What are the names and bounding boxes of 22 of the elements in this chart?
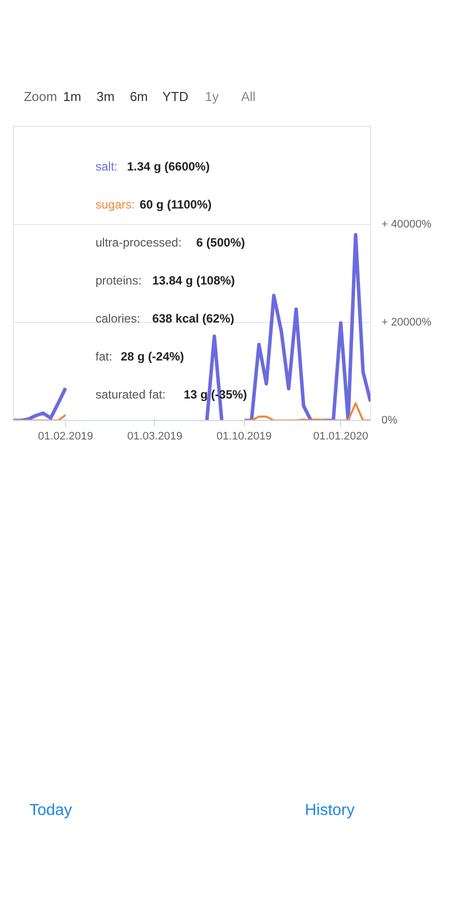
annotation: sugars: 60 g (1100%) xyxy=(96,198,212,212)
text: Today xyxy=(29,802,72,819)
text: 6m xyxy=(130,89,148,104)
text: 1m xyxy=(63,89,82,104)
x-tick-label: 01.03.2019 xyxy=(127,430,182,442)
y-tick-label: + 20000% xyxy=(382,316,432,328)
text: History xyxy=(304,802,355,819)
x-tick-label: 01.01.2020 xyxy=(313,430,368,442)
annotation: proteins: 13.84 g (108%) xyxy=(96,274,235,288)
y-tick-label: + 40000% xyxy=(382,218,432,230)
text: ultra-processed: 6 (500%) xyxy=(96,236,246,250)
annotation: salt: 1.34 g (6600%) xyxy=(96,160,210,174)
text: YTD xyxy=(162,89,188,104)
x-tick-label: 01.10.2019 xyxy=(216,430,272,442)
annotation: calories: 638 kcal (62%) xyxy=(96,312,234,326)
text: All xyxy=(241,89,256,104)
x-tick-label: 01.02.2019 xyxy=(38,430,94,442)
y-tick-label: 0% xyxy=(382,414,398,426)
text: Zoom xyxy=(24,89,58,104)
text: 1y xyxy=(204,89,220,104)
text: 3m xyxy=(96,89,115,104)
annotation: fat: 28 g (-24%) xyxy=(96,350,184,364)
